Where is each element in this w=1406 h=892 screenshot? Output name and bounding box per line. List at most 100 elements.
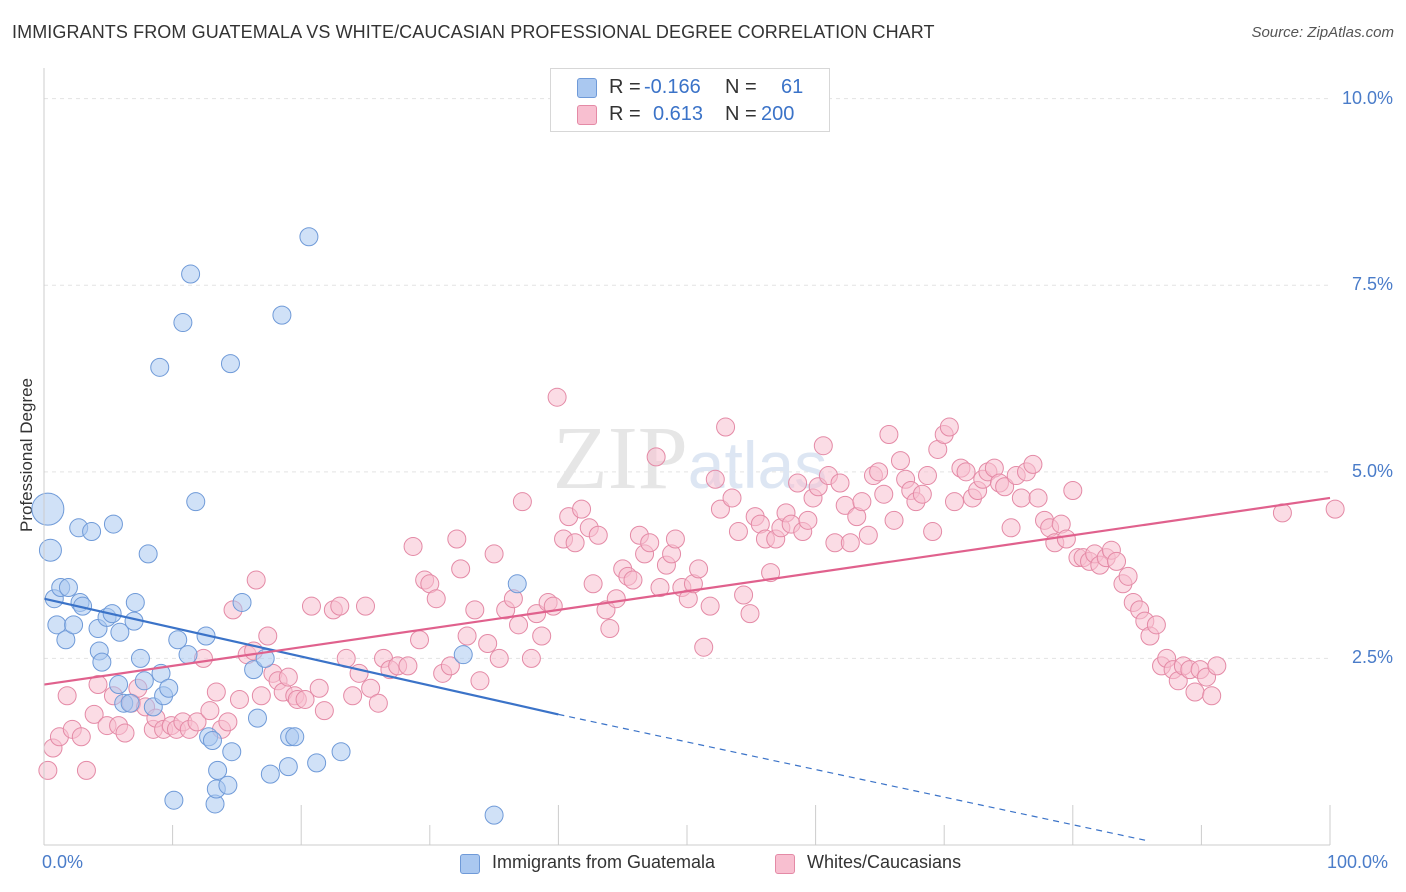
data-point (218, 775, 238, 795)
data-point (200, 701, 220, 721)
data-point (202, 731, 222, 751)
data-point (813, 436, 833, 456)
series-whites-points (38, 387, 1345, 780)
data-point (728, 522, 748, 542)
data-point (356, 596, 375, 616)
data-point (457, 626, 477, 646)
data-point (1325, 499, 1345, 519)
data-point (478, 633, 498, 653)
data-point (314, 701, 334, 721)
data-point (440, 656, 460, 676)
trend-line (43, 496, 1331, 686)
data-point (453, 645, 473, 665)
r-label: R = (609, 103, 641, 125)
data-point (301, 596, 321, 616)
data-point (164, 790, 184, 810)
chart-title: IMMIGRANTS FROM GUATEMALA VS WHITE/CAUCA… (12, 22, 935, 42)
data-point (600, 619, 620, 639)
data-point (830, 473, 850, 493)
data-point (761, 563, 781, 583)
data-point (88, 675, 108, 695)
data-point (134, 671, 154, 691)
x-tick-label: 0.0% (42, 852, 84, 872)
data-point (330, 596, 350, 616)
data-point (251, 686, 271, 706)
data-point (1063, 480, 1083, 500)
legend-label: Immigrants from Guatemala (492, 852, 716, 872)
data-point (700, 596, 720, 616)
data-point (31, 492, 65, 526)
watermark-atlas: atlas (688, 428, 827, 502)
data-point (260, 764, 280, 784)
legend-row-whites: R = 0.613 N = 200 (551, 101, 829, 127)
data-point (103, 514, 123, 534)
data-point (244, 660, 264, 680)
data-point (84, 704, 104, 724)
data-point (572, 499, 592, 519)
data-point (507, 574, 527, 594)
data-point (1011, 488, 1031, 508)
data-point (187, 712, 207, 732)
data-point (222, 742, 242, 762)
data-point (1146, 615, 1166, 635)
data-point (272, 305, 292, 325)
data-point (869, 462, 889, 482)
legend-row-guatemala: R = -0.166 N = 61 (551, 74, 829, 100)
data-point (410, 630, 430, 650)
data-point (1107, 551, 1127, 571)
data-point (295, 689, 315, 709)
data-point (512, 492, 532, 512)
data-point (956, 462, 976, 482)
data-point (258, 626, 278, 646)
data-point (426, 589, 446, 609)
legend-label: Whites/Caucasians (807, 852, 962, 872)
data-point (109, 675, 129, 695)
data-point (995, 477, 1015, 497)
data-point (343, 686, 363, 706)
data-point (247, 708, 267, 728)
data-point (646, 447, 666, 467)
data-point (38, 760, 58, 780)
data-point (484, 805, 504, 825)
data-point (484, 544, 504, 564)
data-point (138, 544, 158, 564)
data-point (640, 533, 660, 553)
data-point (565, 533, 585, 553)
data-point (532, 626, 552, 646)
data-point (1202, 686, 1222, 706)
legend-swatch (460, 854, 480, 874)
data-point (331, 742, 351, 762)
data-point (874, 484, 894, 504)
data-point (489, 648, 509, 668)
y-tick-label: 7.5% (1351, 274, 1393, 295)
data-point (173, 313, 193, 333)
data-point (716, 417, 736, 437)
data-point (912, 484, 932, 504)
y-tick-label: 10.0% (1341, 87, 1393, 108)
n-label: N = (725, 103, 757, 125)
data-point (1028, 488, 1048, 508)
data-point (788, 473, 808, 493)
x-tick-label: 100.0% (1327, 852, 1389, 872)
data-point (218, 712, 238, 732)
data-point (278, 667, 298, 687)
data-point (689, 559, 709, 579)
stats-legend: R = -0.166 N = 61 R = 0.613 N = 200 (550, 68, 830, 132)
data-point (588, 525, 608, 545)
axes (43, 68, 1331, 846)
data-point (130, 648, 150, 668)
data-point (665, 529, 685, 549)
trend-line-extension (558, 713, 1151, 842)
watermark-zip: ZIP (553, 409, 688, 508)
data-point (361, 678, 381, 698)
n-value: 61 (781, 76, 804, 98)
data-point (858, 525, 878, 545)
data-point (1118, 566, 1138, 586)
data-point (451, 559, 471, 579)
y-tick-label: 2.5% (1351, 647, 1393, 668)
data-point (694, 637, 714, 657)
data-point (509, 615, 529, 635)
legend-swatch (577, 105, 597, 125)
data-point (186, 492, 206, 512)
